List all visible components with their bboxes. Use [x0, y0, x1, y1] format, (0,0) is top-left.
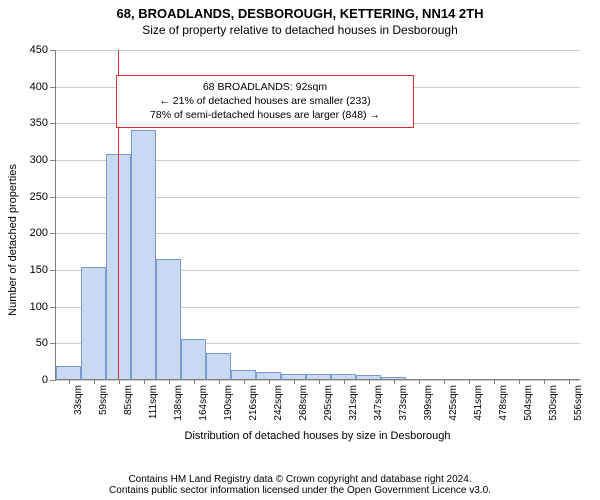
x-tick-label: 347sqm — [373, 385, 384, 421]
histogram-bar — [81, 267, 106, 379]
x-tick — [94, 379, 95, 384]
x-tick-label: 373sqm — [398, 385, 409, 421]
x-tick-label: 399sqm — [423, 385, 434, 421]
y-tick-label: 100 — [30, 301, 56, 313]
x-tick-label: 85sqm — [123, 385, 134, 415]
y-tick-label: 300 — [30, 154, 56, 166]
x-tick-label: 111sqm — [148, 385, 159, 419]
x-axis-label: Distribution of detached houses by size … — [55, 430, 580, 442]
x-tick — [269, 379, 270, 384]
x-tick-label: 556sqm — [573, 385, 584, 421]
annotation-line: 68 BROADLANDS: 92sqm — [125, 80, 405, 94]
x-tick — [419, 379, 420, 384]
x-tick-label: 138sqm — [173, 385, 184, 421]
x-tick-label: 216sqm — [248, 385, 259, 421]
x-tick-label: 59sqm — [98, 385, 109, 415]
chart-area: Number of detached properties 0501001502… — [0, 40, 600, 450]
plot-region: 05010015020025030035040045033sqm59sqm85s… — [55, 50, 580, 380]
histogram-bar — [231, 370, 256, 379]
y-tick-label: 200 — [30, 227, 56, 239]
x-tick-label: 478sqm — [498, 385, 509, 421]
footer-line-2: Contains public sector information licen… — [0, 485, 600, 496]
x-tick — [244, 379, 245, 384]
x-tick — [194, 379, 195, 384]
footer-attribution: Contains HM Land Registry data © Crown c… — [0, 474, 600, 496]
x-tick — [169, 379, 170, 384]
x-tick-label: 295sqm — [323, 385, 334, 421]
x-tick-label: 33sqm — [73, 385, 84, 415]
x-tick — [294, 379, 295, 384]
y-tick-label: 250 — [30, 191, 56, 203]
y-axis-label: Number of detached properties — [7, 90, 19, 390]
x-tick-label: 425sqm — [448, 385, 459, 421]
histogram-bar — [56, 366, 81, 379]
x-tick-label: 242sqm — [273, 385, 284, 421]
footer-line-1: Contains HM Land Registry data © Crown c… — [0, 474, 600, 485]
annotation-line: 78% of semi-detached houses are larger (… — [125, 108, 405, 122]
annotation-box: 68 BROADLANDS: 92sqm← 21% of detached ho… — [116, 75, 414, 128]
x-tick-label: 321sqm — [348, 385, 359, 421]
x-tick — [344, 379, 345, 384]
gridline — [56, 50, 580, 51]
x-tick — [469, 379, 470, 384]
x-tick — [369, 379, 370, 384]
x-tick-label: 268sqm — [298, 385, 309, 421]
chart-title-1: 68, BROADLANDS, DESBOROUGH, KETTERING, N… — [0, 0, 600, 21]
x-tick-label: 164sqm — [198, 385, 209, 421]
x-tick — [69, 379, 70, 384]
y-tick-label: 0 — [42, 374, 56, 386]
x-tick-label: 451sqm — [473, 385, 484, 421]
y-tick-label: 400 — [30, 81, 56, 93]
x-tick — [219, 379, 220, 384]
y-tick-label: 450 — [30, 44, 56, 56]
y-tick-label: 350 — [30, 117, 56, 129]
x-tick — [394, 379, 395, 384]
chart-title-2: Size of property relative to detached ho… — [0, 21, 600, 37]
x-tick-label: 190sqm — [223, 385, 234, 421]
histogram-bar — [181, 339, 206, 379]
histogram-bar — [256, 372, 281, 379]
x-tick — [494, 379, 495, 384]
histogram-bar — [156, 259, 181, 379]
x-tick — [544, 379, 545, 384]
x-tick — [519, 379, 520, 384]
histogram-bar — [131, 130, 156, 379]
x-tick — [144, 379, 145, 384]
x-tick — [444, 379, 445, 384]
x-tick-label: 530sqm — [548, 385, 559, 421]
x-tick — [569, 379, 570, 384]
x-tick — [119, 379, 120, 384]
y-tick-label: 50 — [36, 337, 56, 349]
histogram-bar — [206, 353, 231, 379]
x-tick-label: 504sqm — [523, 385, 534, 421]
annotation-line: ← 21% of detached houses are smaller (23… — [125, 94, 405, 108]
y-tick-label: 150 — [30, 264, 56, 276]
x-tick — [319, 379, 320, 384]
